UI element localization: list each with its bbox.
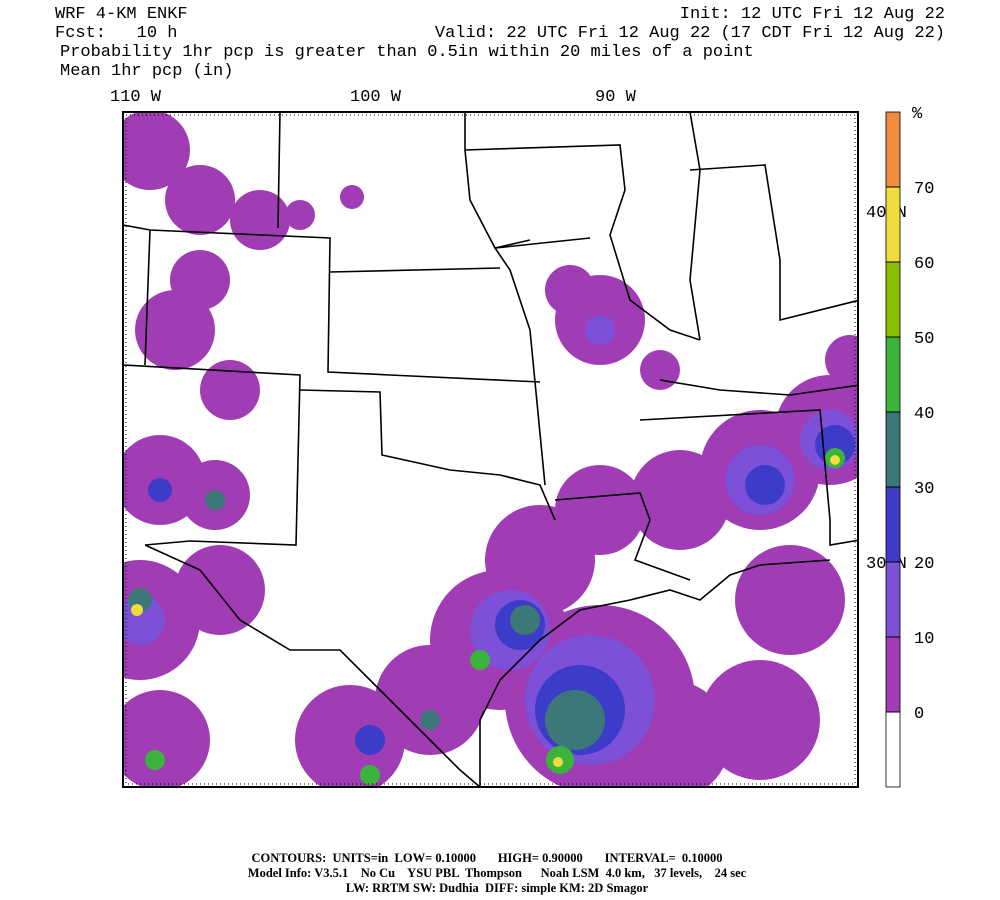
colorbar-band <box>885 561 901 638</box>
colorbar-label: 20 <box>914 555 934 574</box>
colorbar-label: 70 <box>914 180 934 199</box>
prob-40-50 <box>145 448 845 785</box>
colorbar-band <box>885 111 901 188</box>
footer-model-info: Model Info: V3.5.1 No Cu YSU PBL Thompso… <box>248 866 747 880</box>
colorbar-band <box>885 186 901 263</box>
map-ticks <box>125 114 856 785</box>
colorbar-label: 50 <box>914 330 934 349</box>
colorbar-label: 30 <box>914 480 934 499</box>
init-time: Init: 12 UTC Fri 12 Aug 22 <box>680 5 945 24</box>
footer-contours: CONTOURS: UNITS=in LOW= 0.10000 HIGH= 0.… <box>251 851 722 865</box>
valid-time: Valid: 22 UTC Fri 12 Aug 22 (17 CDT Fri … <box>435 24 945 43</box>
colorbar-band <box>885 486 901 563</box>
longitude-label: 90 W <box>595 88 637 107</box>
colorbar-band <box>885 261 901 338</box>
prob-60-70 <box>131 455 840 767</box>
colorbar-band <box>885 411 901 488</box>
colorbar-label: 10 <box>914 630 934 649</box>
colorbar-band <box>885 636 901 713</box>
field-title: Probability 1hr pcp is greater than 0.5i… <box>60 43 754 62</box>
map-frame <box>122 111 859 788</box>
prob-30-40 <box>128 490 605 750</box>
longitude-label: 110 W <box>110 88 162 107</box>
overlay-title: Mean 1hr pcp (in) <box>60 62 233 81</box>
colorbar: % 0 10 20 30 40 50 60 70 <box>885 105 934 788</box>
colorbar-label: 40 <box>914 405 934 424</box>
model-title: WRF 4-KM ENKF <box>55 5 188 24</box>
colorbar-unit: % <box>912 105 923 124</box>
footer-physics: LW: RRTM SW: Dudhia DIFF: simple KM: 2D … <box>346 881 649 895</box>
longitude-label: 100 W <box>350 88 402 107</box>
colorbar-label: 0 <box>914 705 924 724</box>
forecast-hour: Fcst: 10 h <box>55 24 177 43</box>
colorbar-band <box>885 336 901 413</box>
colorbar-band <box>885 711 901 788</box>
precip-field <box>123 112 858 787</box>
colorbar-label: 60 <box>914 255 934 274</box>
state-borders <box>123 112 858 787</box>
